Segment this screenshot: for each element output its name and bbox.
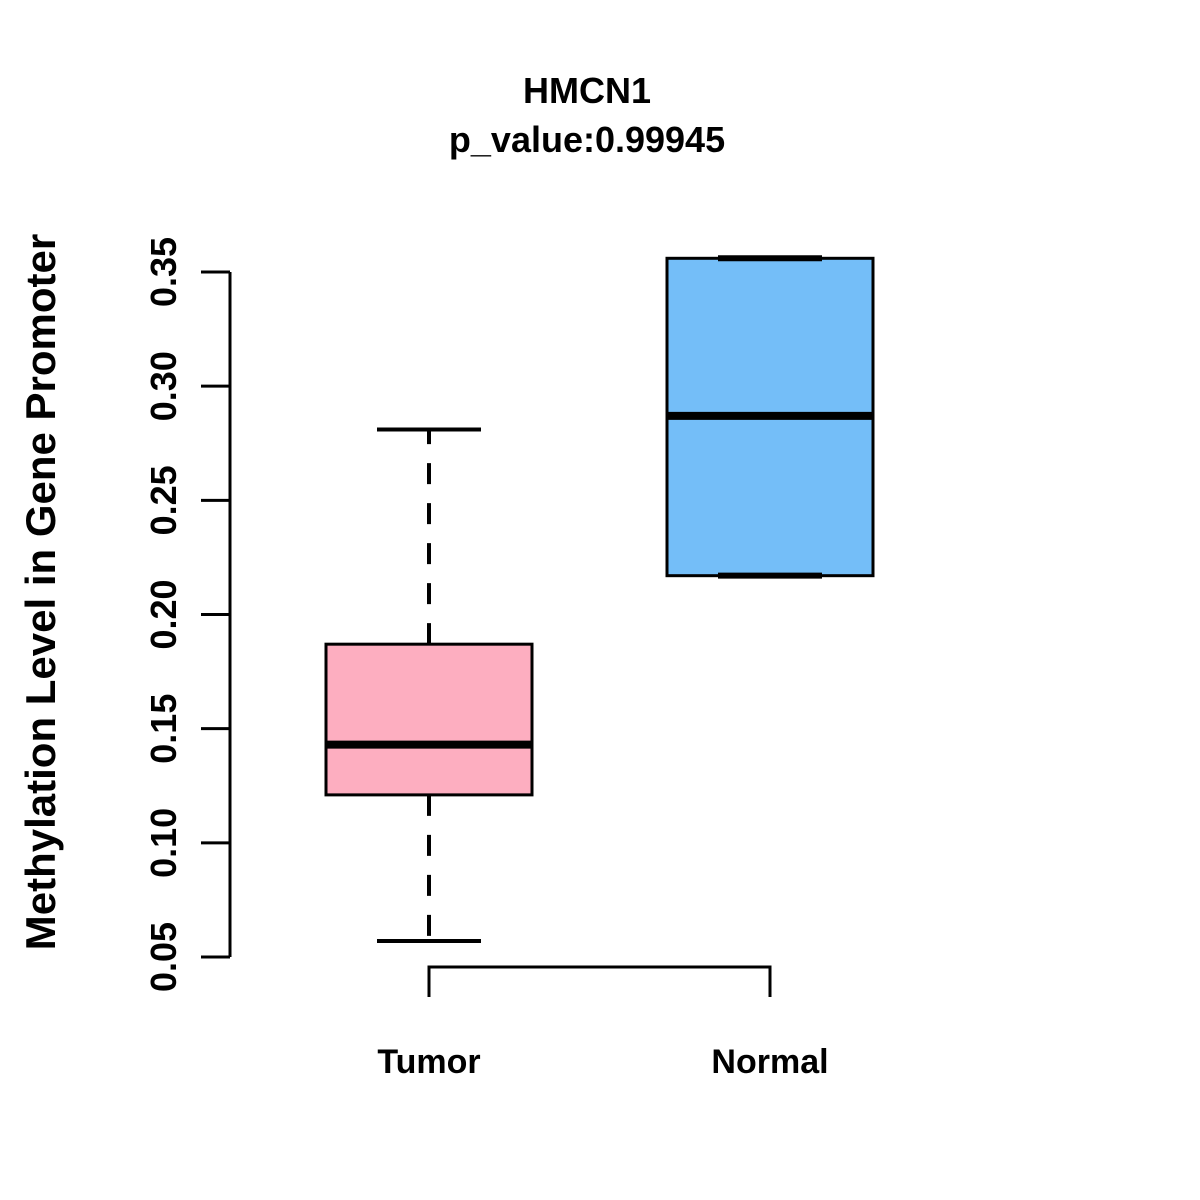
y-tick-label: 0.10 [143, 808, 184, 878]
y-tick-label: 0.35 [143, 237, 184, 307]
y-tick-label: 0.05 [143, 922, 184, 992]
box-tumor [324, 642, 534, 797]
x-axis-label-tumor: Tumor [377, 1043, 480, 1081]
y-tick-label: 0.25 [143, 465, 184, 535]
y-axis-title: Methylation Level in Gene Promoter [17, 234, 64, 950]
y-tick-label: 0.30 [143, 351, 184, 421]
x-axis-label-normal: Normal [711, 1043, 828, 1081]
plot-area: 0.05 0.10 0.15 0.20 0.25 0.30 0.35 Tumor Normal [143, 237, 875, 1081]
y-tick-label: 0.20 [143, 579, 184, 649]
y-tick-label: 0.15 [143, 694, 184, 764]
chart-subtitle: p_value:0.99945 [449, 119, 725, 160]
chart-title: HMCN1 [523, 70, 651, 111]
x-axis-line [427, 965, 772, 997]
